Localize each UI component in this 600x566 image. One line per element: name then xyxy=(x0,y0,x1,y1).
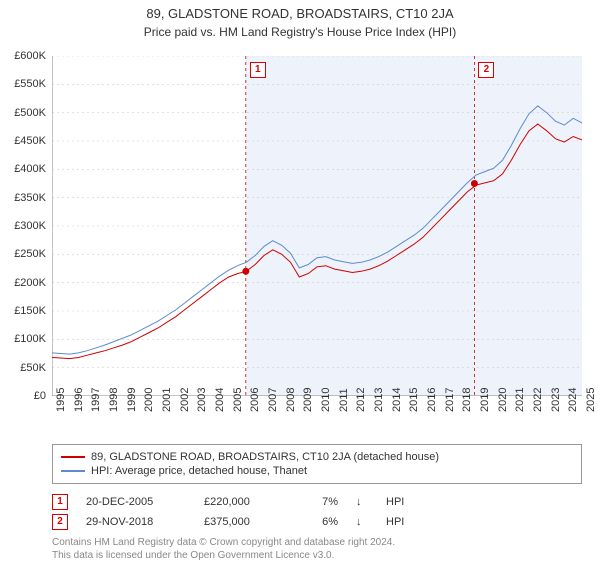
transaction-marker: 2 xyxy=(52,514,68,530)
footer-line-2: This data is licensed under the Open Gov… xyxy=(52,549,582,562)
chart-svg xyxy=(52,56,582,396)
transaction-pct: 7% xyxy=(302,496,338,508)
price-chart: £0£50K£100K£150K£200K£250K£300K£350K£400… xyxy=(52,56,582,396)
x-axis-tick: 2021 xyxy=(514,388,526,412)
x-axis-tick: 2012 xyxy=(355,388,367,412)
x-axis-tick: 2015 xyxy=(408,388,420,412)
x-axis-tick: 2014 xyxy=(391,388,403,412)
y-axis-tick: £0 xyxy=(2,390,46,402)
x-axis-tick: 2016 xyxy=(426,388,438,412)
x-axis-tick: 2006 xyxy=(249,388,261,412)
y-axis-tick: £400K xyxy=(2,163,46,175)
x-axis-tick: 1999 xyxy=(126,388,138,412)
transaction-date: 29-NOV-2018 xyxy=(86,516,186,528)
footer-attribution: Contains HM Land Registry data © Crown c… xyxy=(52,536,582,562)
y-axis-tick: £150K xyxy=(2,305,46,317)
page-subtitle: Price paid vs. HM Land Registry's House … xyxy=(0,25,600,39)
y-axis-tick: £550K xyxy=(2,78,46,90)
y-axis-tick: £350K xyxy=(2,192,46,204)
y-axis-tick: £300K xyxy=(2,220,46,232)
x-axis-tick: 1997 xyxy=(90,388,102,412)
y-axis-tick: £100K xyxy=(2,333,46,345)
legend-swatch xyxy=(61,470,85,472)
x-axis-tick: 2007 xyxy=(267,388,279,412)
y-axis-tick: £50K xyxy=(2,362,46,374)
x-axis-tick: 2024 xyxy=(567,388,579,412)
x-axis-tick: 1995 xyxy=(55,388,67,412)
chart-legend: 89, GLADSTONE ROAD, BROADSTAIRS, CT10 2J… xyxy=(52,444,582,484)
y-axis-tick: £250K xyxy=(2,248,46,260)
x-axis-tick: 2004 xyxy=(214,388,226,412)
footer-line-1: Contains HM Land Registry data © Crown c… xyxy=(52,536,582,549)
x-axis-tick: 2008 xyxy=(285,388,297,412)
x-axis-tick: 2000 xyxy=(143,388,155,412)
x-axis-tick: 2018 xyxy=(461,388,473,412)
x-axis-tick: 2017 xyxy=(444,388,456,412)
x-axis-tick: 2002 xyxy=(179,388,191,412)
transaction-date: 20-DEC-2005 xyxy=(86,496,186,508)
transactions-table: 1 20-DEC-2005 £220,000 7% ↓ HPI 2 29-NOV-2018 £3… xyxy=(52,490,582,534)
x-axis-tick: 1996 xyxy=(73,388,85,412)
y-axis-tick: £500K xyxy=(2,107,46,119)
transaction-row: 2 29-NOV-2018 £375,000 6% ↓ HPI xyxy=(52,514,582,530)
legend-swatch xyxy=(61,456,85,458)
x-axis-tick: 2025 xyxy=(585,388,597,412)
y-axis-tick: £200K xyxy=(2,277,46,289)
transaction-marker: 1 xyxy=(52,494,68,510)
transaction-price: £375,000 xyxy=(204,516,284,528)
y-axis-tick: £450K xyxy=(2,135,46,147)
x-axis-tick: 2005 xyxy=(232,388,244,412)
chart-marker-2: 2 xyxy=(478,62,494,78)
legend-row: HPI: Average price, detached house, Than… xyxy=(61,465,573,477)
x-axis-tick: 2001 xyxy=(161,388,173,412)
x-axis-tick: 2023 xyxy=(550,388,562,412)
down-arrow-icon: ↓ xyxy=(356,516,368,528)
x-axis-tick: 2003 xyxy=(196,388,208,412)
down-arrow-icon: ↓ xyxy=(356,496,368,508)
transaction-price: £220,000 xyxy=(204,496,284,508)
transaction-row: 1 20-DEC-2005 £220,000 7% ↓ HPI xyxy=(52,494,582,510)
transaction-ref: HPI xyxy=(386,496,416,508)
x-axis-tick: 2022 xyxy=(532,388,544,412)
x-axis-tick: 2010 xyxy=(320,388,332,412)
y-axis-tick: £600K xyxy=(2,50,46,62)
x-axis-tick: 2019 xyxy=(479,388,491,412)
x-axis-tick: 1998 xyxy=(108,388,120,412)
page-title: 89, GLADSTONE ROAD, BROADSTAIRS, CT10 2J… xyxy=(0,6,600,21)
x-axis-tick: 2011 xyxy=(338,388,350,412)
transaction-ref: HPI xyxy=(386,516,416,528)
chart-marker-1: 1 xyxy=(250,62,266,78)
x-axis-tick: 2020 xyxy=(497,388,509,412)
x-axis-tick: 2013 xyxy=(373,388,385,412)
legend-label: HPI: Average price, detached house, Than… xyxy=(91,465,307,477)
transaction-pct: 6% xyxy=(302,516,338,528)
legend-label: 89, GLADSTONE ROAD, BROADSTAIRS, CT10 2J… xyxy=(91,451,439,463)
legend-row: 89, GLADSTONE ROAD, BROADSTAIRS, CT10 2J… xyxy=(61,451,573,463)
x-axis-tick: 2009 xyxy=(302,388,314,412)
